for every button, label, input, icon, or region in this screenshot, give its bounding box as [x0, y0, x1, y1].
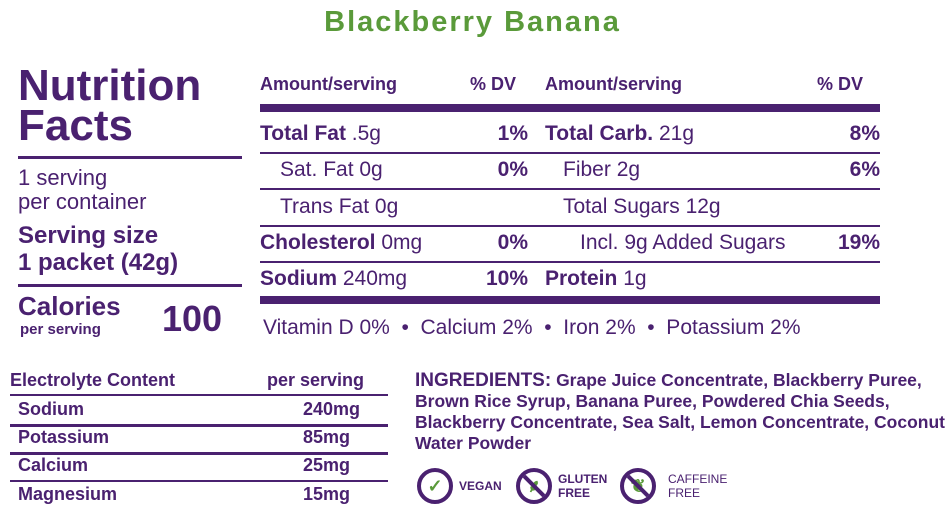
- no-wheat-icon: ⸙: [516, 468, 552, 504]
- serving-size-label: Serving size: [18, 222, 159, 249]
- nutrient-dv: 19%: [837, 231, 880, 254]
- nutrient-label: Cholesterol: [260, 231, 376, 254]
- servings-line1: 1 serving: [18, 165, 108, 190]
- nutrient-amount: 21g: [658, 122, 695, 145]
- divider: [10, 452, 388, 455]
- nutrient-row: Sat. Fat 0g: [280, 152, 383, 188]
- nutrient-amount: 0mg: [381, 231, 423, 254]
- badge-vegan: ✓ VEGAN: [417, 468, 502, 504]
- thick-bar: [260, 104, 880, 112]
- nutrient-row: Total Sugars 12g: [563, 189, 721, 225]
- nutrient-label: Total Sugars: [563, 195, 680, 218]
- nutrient-label: Incl. 9g Added Sugars: [580, 231, 786, 254]
- divider: [10, 394, 388, 396]
- nutrient-label: Sodium: [260, 267, 337, 290]
- electrolyte-name: Calcium: [18, 455, 89, 475]
- divider: [260, 225, 880, 227]
- nutrient-amount: 240mg: [342, 267, 408, 290]
- nutrient-amount: 0g: [374, 195, 399, 218]
- vitamins-line: Vitamin D 0% • Calcium 2% • Iron 2% • Po…: [263, 316, 801, 339]
- calories-label: Calories: [18, 291, 121, 321]
- servings-line2: per container: [18, 189, 147, 214]
- nutrient-amount: 12g: [685, 195, 721, 218]
- nutrient-label: Fiber: [563, 158, 611, 181]
- heading-line2: Facts: [18, 101, 133, 150]
- nutrient-amount: 1g: [623, 267, 647, 290]
- servings-per-container: 1 serving per container: [18, 166, 146, 214]
- badge-label: CAFFEINE FREE: [668, 472, 728, 500]
- heading-line1: Nutrition: [18, 61, 202, 110]
- nutrient-row: Incl. 9g Added Sugars: [580, 225, 785, 261]
- divider: [260, 261, 880, 263]
- nutrient-row: Total Carb. 21g: [545, 116, 694, 152]
- electrolyte-header-value: per serving: [267, 370, 365, 390]
- nutrition-facts-heading: Nutrition Facts: [18, 61, 202, 150]
- check-leaf-icon: ✓: [417, 468, 453, 504]
- nutrient-row: Sodium 240mg: [260, 261, 407, 297]
- dv-header-2: % DV: [817, 74, 864, 94]
- nutrient-label: Protein: [545, 267, 618, 290]
- electrolyte-name: Potassium: [18, 427, 110, 447]
- nutrient-amount: 0g: [359, 158, 383, 181]
- dv-header: % DV: [470, 74, 517, 94]
- nutrient-dv: [800, 261, 880, 297]
- divider: [260, 188, 880, 190]
- ingredients-text: Grape Juice Concentrate, Blackberry Pure…: [415, 370, 945, 453]
- divider: [18, 156, 242, 159]
- ingredients-label: INGREDIENTS:: [415, 370, 552, 391]
- nutrient-dv: 10%: [485, 267, 528, 290]
- nutrient-dv: 6%: [849, 158, 880, 181]
- divider: [10, 480, 388, 482]
- nutrient-amount: .5g: [351, 122, 381, 145]
- electrolyte-name: Sodium: [18, 399, 84, 419]
- nutrient-label: Total Fat: [260, 122, 346, 145]
- ingredients: INGREDIENTS: Grape Juice Concentrate, Bl…: [415, 370, 945, 454]
- nutrient-label: Total Carb.: [545, 122, 654, 145]
- electrolyte-name: Magnesium: [18, 484, 118, 504]
- electrolyte-value: 25mg: [303, 455, 351, 475]
- badge-label: VEGAN: [459, 479, 502, 493]
- nutrient-amount: 2g: [616, 158, 641, 181]
- nutrient-dv: 8%: [849, 122, 880, 145]
- electrolyte-value: 85mg: [303, 427, 351, 447]
- divider: [10, 424, 388, 427]
- badge-gluten-free: ⸙GLUTEN FREE: [516, 468, 608, 504]
- nutrient-row: Cholesterol 0mg: [260, 225, 422, 261]
- nutrient-dv: [448, 189, 528, 225]
- no-leaf-icon: ❦: [620, 468, 656, 504]
- nutrient-row: Fiber 2g: [563, 152, 640, 188]
- nutrient-dv: [800, 189, 880, 225]
- nutrient-row: Trans Fat 0g: [280, 189, 398, 225]
- serving-size: Serving size 1 packet (42g): [18, 222, 178, 276]
- electrolyte-value: 15mg: [303, 484, 351, 504]
- nutrient-label: Sat. Fat: [280, 158, 354, 181]
- calories-value: 100: [162, 298, 223, 339]
- electrolyte-value: 240mg: [303, 399, 361, 419]
- nutrient-dv: 0%: [497, 231, 528, 254]
- electrolyte-header: Electrolyte Content: [10, 370, 176, 390]
- serving-size-value: 1 packet (42g): [18, 249, 179, 276]
- amount-header-2: Amount/serving: [545, 74, 683, 94]
- divider: [260, 152, 880, 154]
- nutrient-row: Total Fat .5g: [260, 116, 381, 152]
- badge-label: GLUTEN FREE: [558, 472, 608, 500]
- amount-header: Amount/serving: [260, 74, 398, 94]
- divider: [18, 284, 242, 287]
- badge-caffeine-free: ❦ CAFFEINE FREE: [620, 468, 738, 504]
- nutrient-dv: 0%: [497, 158, 528, 181]
- calories-sub: per serving: [20, 321, 101, 338]
- nutrient-row: Protein 1g: [545, 261, 647, 297]
- product-name: Blackberry Banana: [324, 6, 621, 38]
- nutrient-dv: 1%: [497, 122, 528, 145]
- thick-bar: [260, 296, 880, 304]
- nutrient-label: Trans Fat: [280, 195, 370, 218]
